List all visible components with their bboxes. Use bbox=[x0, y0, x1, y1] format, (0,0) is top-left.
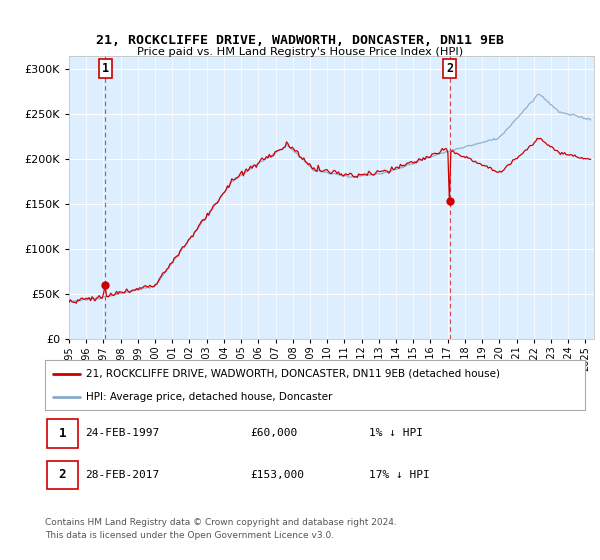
FancyBboxPatch shape bbox=[47, 460, 78, 489]
Text: Contains HM Land Registry data © Crown copyright and database right 2024.: Contains HM Land Registry data © Crown c… bbox=[45, 518, 397, 527]
Text: 1% ↓ HPI: 1% ↓ HPI bbox=[369, 428, 423, 438]
Text: £60,000: £60,000 bbox=[250, 428, 298, 438]
Text: £153,000: £153,000 bbox=[250, 470, 304, 480]
Text: 2: 2 bbox=[59, 468, 66, 482]
Text: 21, ROCKCLIFFE DRIVE, WADWORTH, DONCASTER, DN11 9EB (detached house): 21, ROCKCLIFFE DRIVE, WADWORTH, DONCASTE… bbox=[86, 368, 499, 379]
Text: HPI: Average price, detached house, Doncaster: HPI: Average price, detached house, Donc… bbox=[86, 392, 332, 402]
Text: Price paid vs. HM Land Registry's House Price Index (HPI): Price paid vs. HM Land Registry's House … bbox=[137, 47, 463, 57]
Text: 17% ↓ HPI: 17% ↓ HPI bbox=[369, 470, 430, 480]
Text: This data is licensed under the Open Government Licence v3.0.: This data is licensed under the Open Gov… bbox=[45, 531, 334, 540]
Text: 21, ROCKCLIFFE DRIVE, WADWORTH, DONCASTER, DN11 9EB: 21, ROCKCLIFFE DRIVE, WADWORTH, DONCASTE… bbox=[96, 34, 504, 46]
FancyBboxPatch shape bbox=[47, 419, 78, 448]
Text: 24-FEB-1997: 24-FEB-1997 bbox=[86, 428, 160, 438]
Text: 1: 1 bbox=[102, 62, 109, 75]
Text: 1: 1 bbox=[59, 427, 66, 440]
Text: 28-FEB-2017: 28-FEB-2017 bbox=[86, 470, 160, 480]
Text: 2: 2 bbox=[446, 62, 454, 75]
